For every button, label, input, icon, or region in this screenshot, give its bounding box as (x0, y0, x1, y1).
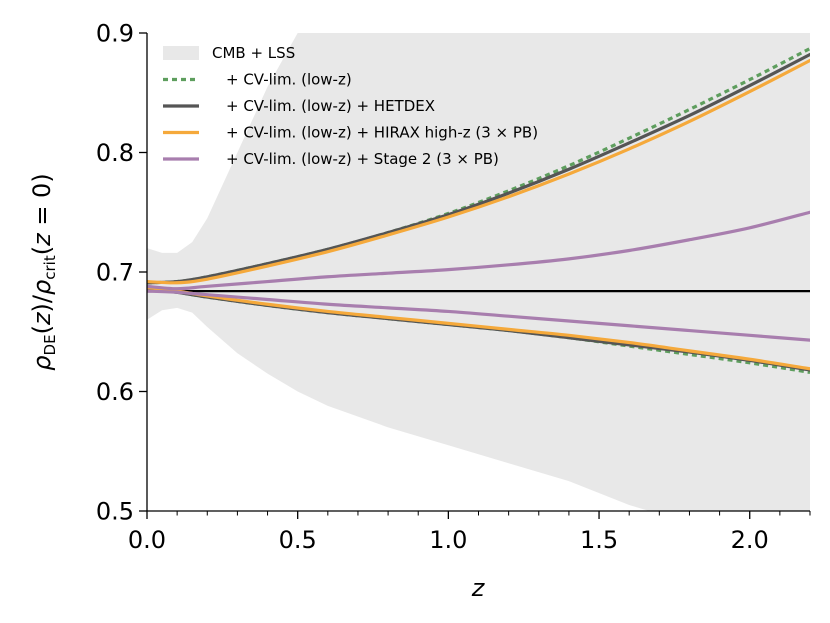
legend-label-series-2: + CV-lim. (low-z) + HIRAX high-z (3 × PB… (226, 124, 538, 142)
y-tick-label: 0.5 (96, 498, 134, 526)
series-1-upper (147, 52, 810, 285)
series-3-lower (147, 289, 810, 342)
legend-swatch-band (163, 46, 199, 60)
y-tick-label: 0.7 (96, 259, 134, 287)
x-axis-title: z (471, 574, 486, 602)
series-3-upper (147, 210, 810, 291)
y-tick-label: 0.9 (96, 20, 134, 48)
y-tick-label: 0.6 (96, 378, 134, 406)
x-tick-label: 0.5 (279, 526, 317, 554)
svg-text:ρDE(z)/ρcrit(z = 0): ρDE(z)/ρcrit(z = 0) (28, 173, 59, 370)
x-tick-label: 2.0 (731, 526, 769, 554)
legend: CMB + LSS + CV-lim. (low-z) + CV-lim. (low… (163, 44, 538, 168)
series-2-upper (147, 58, 810, 285)
plot-area (147, 33, 810, 511)
x-tick-label: 0.0 (128, 526, 166, 554)
y-tick-label: 0.8 (96, 139, 134, 167)
x-tick-label: 1.0 (429, 526, 467, 554)
legend-label-series-0: + CV-lim. (low-z) (226, 71, 352, 89)
legend-label-series-3: + CV-lim. (low-z) + Stage 2 (3 × PB) (226, 150, 499, 168)
y-axis-title: ρDE(z)/ρcrit(z = 0) (28, 173, 59, 370)
legend-label-series-1: + CV-lim. (low-z) + HETDEX (226, 97, 435, 115)
ticks: 0.0 0.5 1.0 1.5 2.00.50.60.70.80.9 (96, 20, 811, 554)
x-tick-label: 1.5 (580, 526, 618, 554)
legend-label-band: CMB + LSS (212, 44, 295, 62)
band-cmb-lss (147, 33, 810, 511)
